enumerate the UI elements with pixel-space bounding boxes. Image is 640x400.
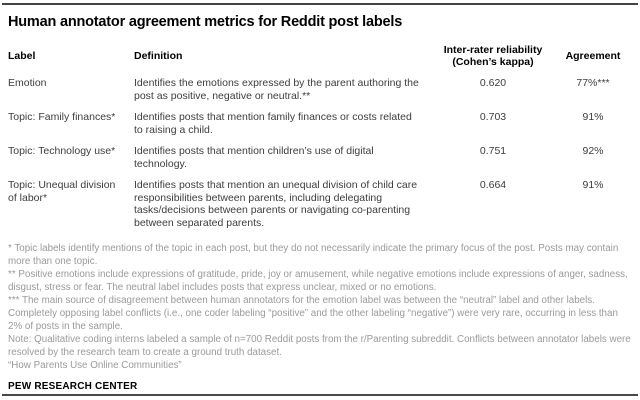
column-header-agreement: Agreement: [565, 50, 621, 62]
row-definition: Identifies posts that mention an unequal…: [134, 179, 418, 229]
org-name: PEW RESEARCH CENTER: [8, 381, 138, 392]
table-row: Emotion Identifies the emotions expresse…: [8, 77, 632, 102]
row-definition: Identifies posts that mention family fin…: [134, 111, 412, 136]
figure-title: Human annotator agreement metrics for Re…: [8, 14, 403, 30]
column-header-reliability-line1: Inter-rater reliability: [443, 44, 543, 56]
table-row: Topic: Family finances* Identifies posts…: [8, 111, 632, 136]
row-label: Topic: Technology use*: [8, 145, 116, 157]
row-kappa-value: 0.620: [479, 77, 507, 89]
row-agreement-value: 91%: [582, 179, 604, 191]
row-agreement-value: 92%: [582, 145, 604, 157]
row-agreement-value: 91%: [582, 111, 604, 123]
row-label: Topic: Unequal division of labor*: [8, 179, 116, 204]
column-header-label: Label: [8, 50, 36, 62]
row-kappa-value: 0.664: [479, 179, 507, 191]
footnote-emotions: ** Positive emotions include expressions…: [8, 269, 628, 293]
column-header-reliability-line2: (Cohen’s kappa): [452, 56, 534, 68]
footnote-topic: * Topic labels identify mentions of the …: [8, 243, 619, 267]
bottom-rule: [2, 394, 638, 396]
row-label: Emotion: [8, 77, 47, 89]
footnote-note: Note: Qualitative coding interns labeled…: [8, 334, 631, 358]
table-row: Topic: Unequal division of labor* Identi…: [8, 179, 632, 229]
row-label: Topic: Family finances*: [8, 111, 116, 123]
footnotes-block: * Topic labels identify mentions of the …: [8, 242, 632, 372]
table-body: Emotion Identifies the emotions expresse…: [8, 77, 632, 229]
row-kappa-value: 0.751: [479, 145, 507, 157]
column-header-definition: Definition: [134, 50, 183, 62]
row-agreement-value: 77%***: [576, 77, 610, 89]
table-header-row: Label Definition Inter-rater reliability…: [8, 44, 632, 68]
table-row: Topic: Technology use* Identifies posts …: [8, 145, 632, 170]
source-report-title: “How Parents Use Online Communities”: [8, 360, 182, 371]
row-kappa-value: 0.703: [479, 111, 507, 123]
row-definition: Identifies posts that mention children’s…: [134, 145, 374, 170]
footnote-disagreement: *** The main source of disagreement betw…: [8, 295, 618, 332]
top-rule: [2, 3, 638, 5]
row-definition: Identifies the emotions expressed by the…: [134, 77, 419, 102]
column-header-reliability: Inter-rater reliability (Cohen’s kappa): [432, 44, 554, 68]
